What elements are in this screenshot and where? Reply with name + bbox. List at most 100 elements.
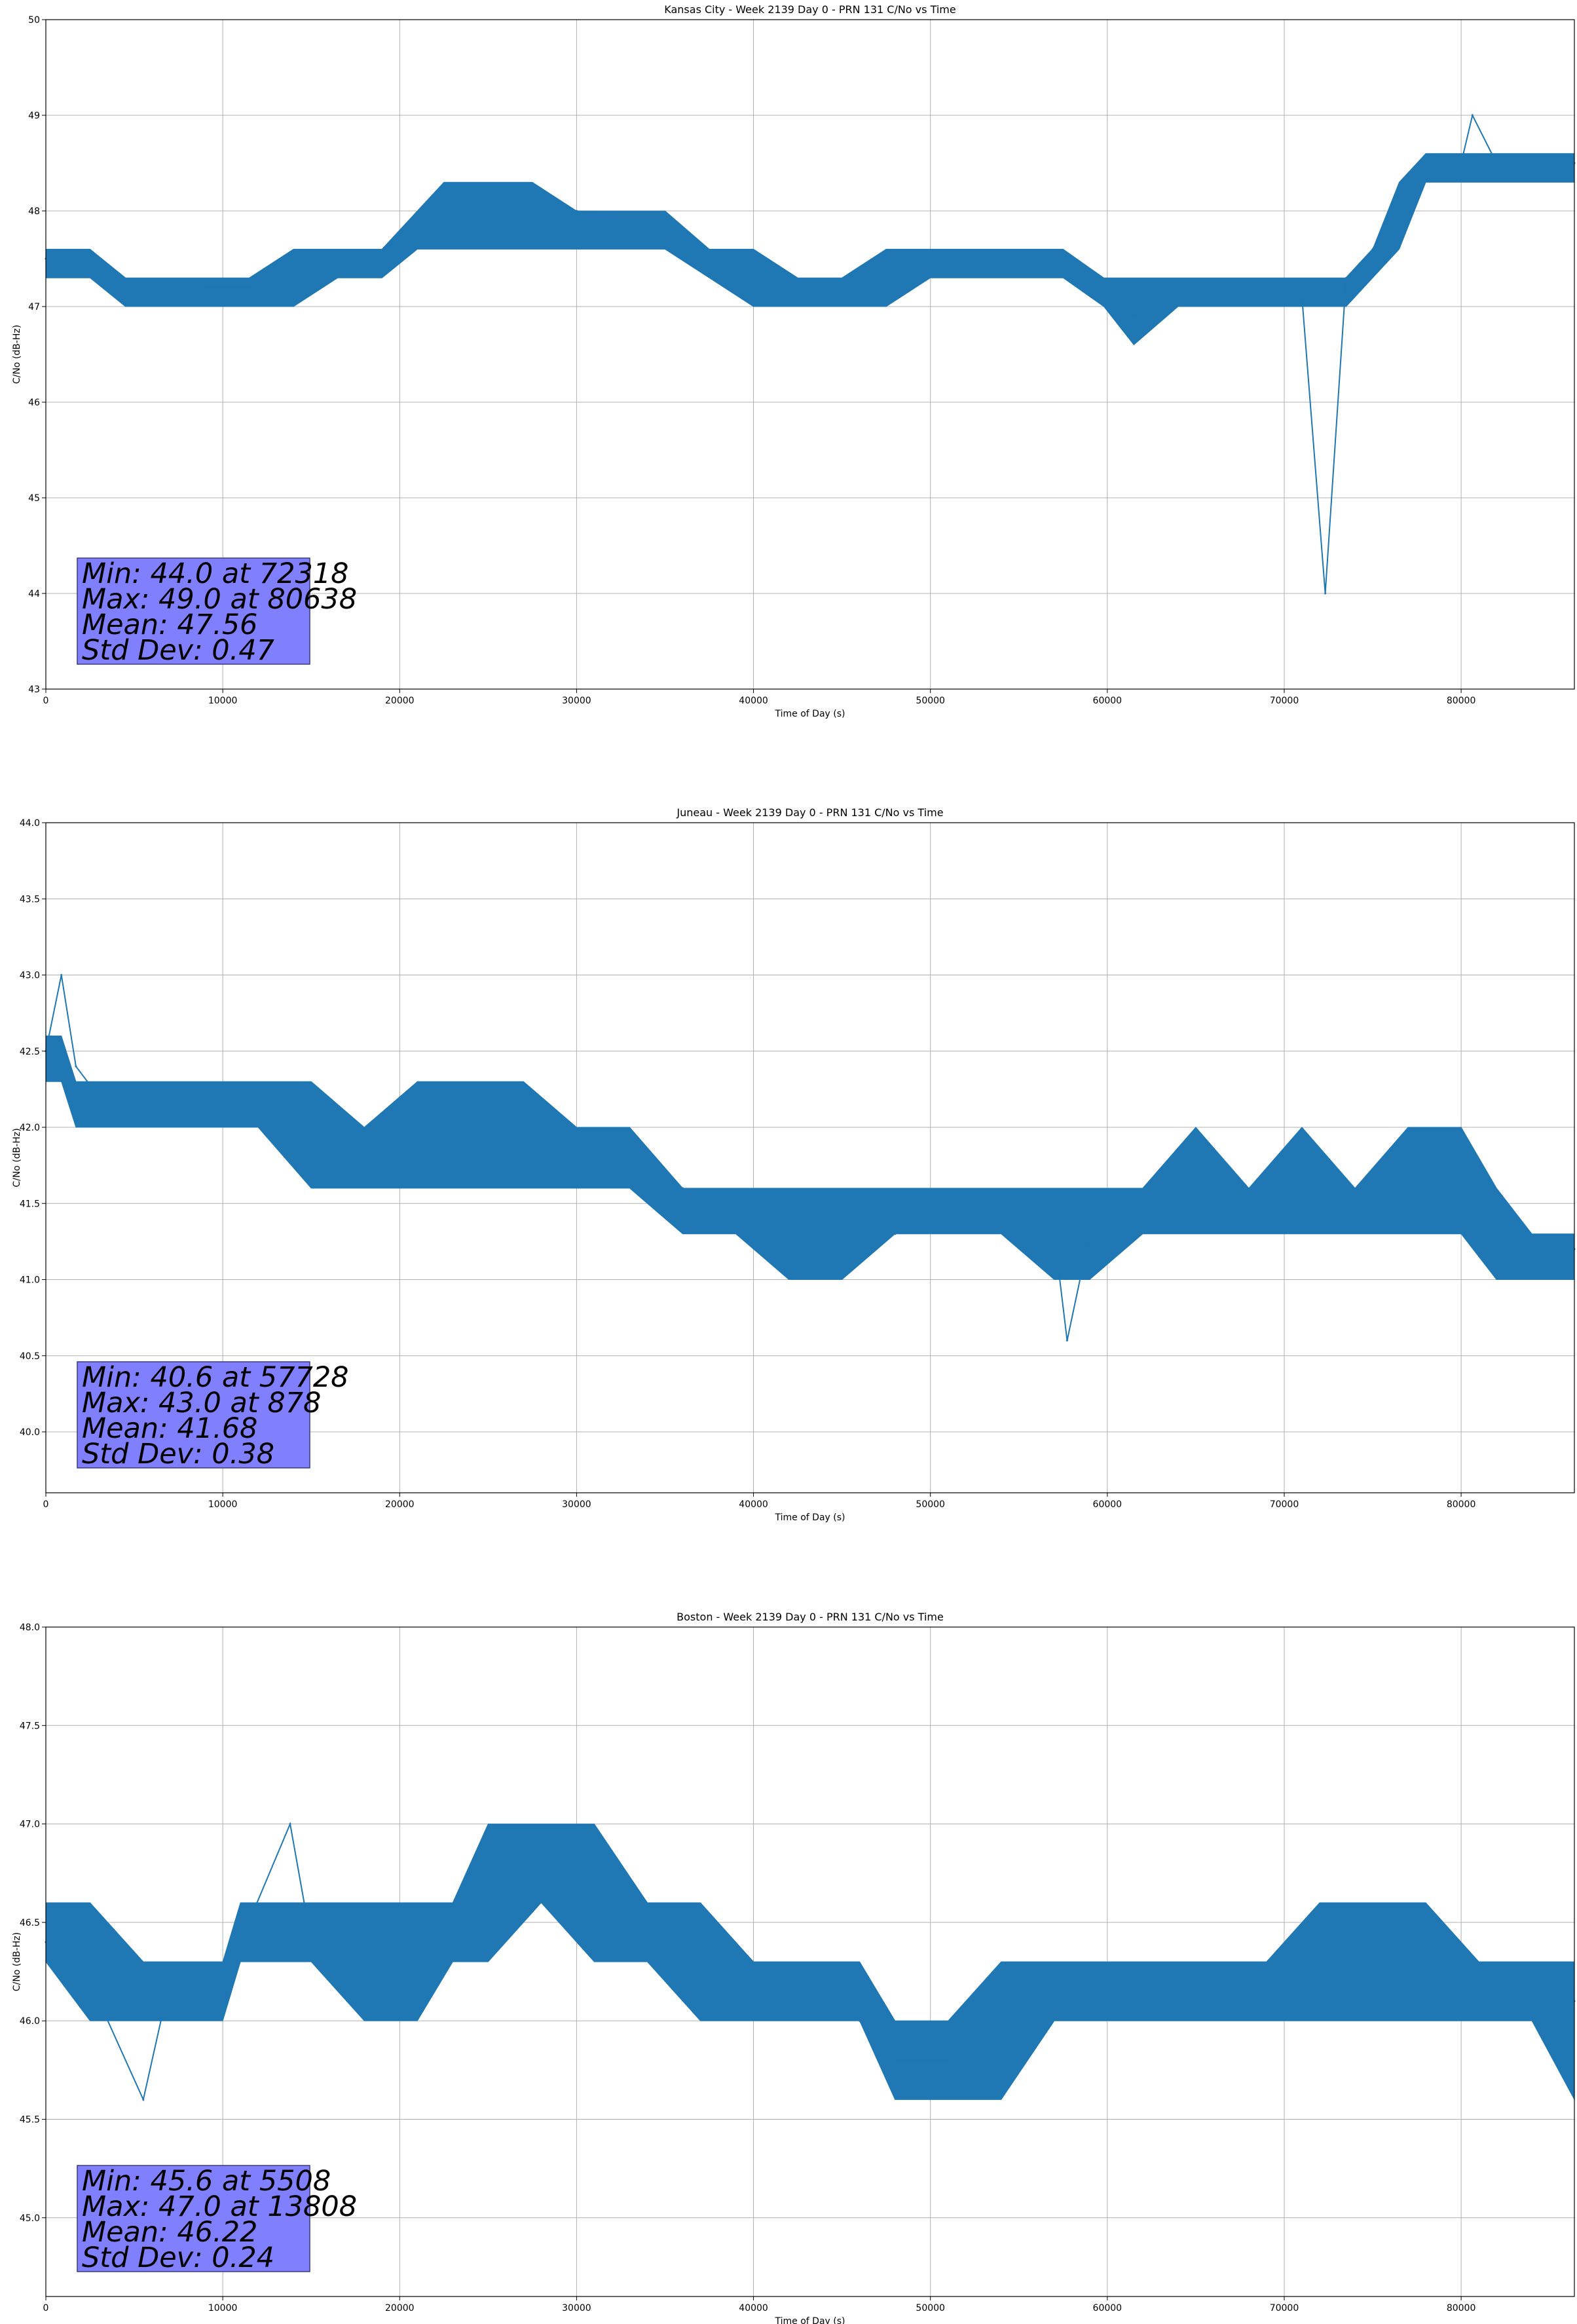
data-point bbox=[929, 267, 932, 270]
x-tick-label: 80000 bbox=[1447, 696, 1476, 706]
y-tick-label: 48.0 bbox=[20, 1622, 40, 1633]
series-line bbox=[45, 113, 1574, 594]
data-point bbox=[1460, 162, 1462, 164]
data-point bbox=[894, 2059, 897, 2061]
data-point bbox=[947, 2059, 950, 2061]
data-point bbox=[1018, 257, 1020, 260]
x-tick-label: 50000 bbox=[916, 1499, 945, 1510]
chart-panel-3: 0 10000 20000 30000 40000 50000 60000 70000 8000… bbox=[12, 1611, 1576, 2324]
data-point bbox=[160, 295, 162, 298]
y-axis: 45.0 45.5 46.0 46.5 47.0 47.5 48.0 bbox=[20, 1622, 46, 2224]
y-tick-label: 49 bbox=[28, 111, 40, 121]
data-point bbox=[788, 1233, 790, 1235]
data-point bbox=[1212, 1980, 1215, 1983]
data-point bbox=[292, 276, 295, 279]
data-point bbox=[98, 1096, 100, 1098]
data-point bbox=[416, 229, 418, 231]
data-point bbox=[1265, 1980, 1268, 1983]
data-point bbox=[60, 974, 63, 976]
y-tick-label: 46.5 bbox=[20, 1918, 40, 1928]
data-point bbox=[89, 1980, 92, 1983]
data-point bbox=[168, 1980, 171, 1983]
stats-max: Max: 47.0 at 13808 bbox=[82, 2190, 357, 2223]
data-point bbox=[89, 267, 92, 270]
data-point bbox=[1407, 1187, 1409, 1190]
x-tick-label: 40000 bbox=[739, 1499, 768, 1510]
data-point bbox=[142, 2098, 145, 2101]
x-axis-label: Time of Day (s) bbox=[775, 709, 845, 719]
data-point bbox=[1132, 315, 1135, 318]
data-point bbox=[575, 210, 578, 212]
x-tick-label: 30000 bbox=[562, 696, 591, 706]
x-tick-label: 0 bbox=[43, 2303, 49, 2314]
data-point bbox=[947, 1218, 950, 1220]
data-point bbox=[1301, 295, 1303, 298]
data-point bbox=[1102, 286, 1105, 289]
data-point bbox=[75, 1065, 77, 1068]
y-tick-label: 46.0 bbox=[20, 2016, 40, 2027]
data-point bbox=[1066, 1340, 1068, 1341]
y-tick-label: 41.0 bbox=[20, 1275, 40, 1286]
data-point bbox=[1424, 1960, 1427, 1963]
y-axis: 40.0 40.5 41.0 41.5 42.0 42.5 43.0 43.5 44.0 bbox=[20, 818, 46, 1438]
x-axis: 0 10000 20000 30000 40000 50000 60000 70000 8000… bbox=[43, 689, 1476, 706]
data-point bbox=[1141, 1202, 1144, 1205]
data-point bbox=[1495, 1248, 1498, 1250]
data-point bbox=[806, 2000, 808, 2002]
series-band bbox=[45, 153, 1575, 346]
x-tick-label: 80000 bbox=[1447, 2303, 1476, 2314]
data-point bbox=[540, 1862, 542, 1865]
x-tick-label: 70000 bbox=[1270, 1499, 1299, 1510]
data-point bbox=[1477, 1980, 1480, 1983]
x-tick-label: 40000 bbox=[739, 2303, 768, 2314]
series-band bbox=[45, 1036, 1575, 1280]
data-point bbox=[894, 1233, 897, 1235]
series-line bbox=[45, 975, 1575, 1341]
data-point bbox=[973, 257, 976, 260]
x-axis: 0 10000 20000 30000 40000 50000 60000 70000 8000… bbox=[43, 2296, 1476, 2314]
y-tick-label: 46 bbox=[28, 398, 40, 408]
data-point bbox=[646, 1921, 648, 1924]
data-point bbox=[363, 1157, 365, 1159]
data-point bbox=[380, 257, 383, 260]
data-point bbox=[337, 267, 339, 270]
stats-max: Max: 49.0 at 80638 bbox=[82, 583, 357, 616]
data-point bbox=[416, 1141, 418, 1144]
stats-mean: Mean: 41.68 bbox=[82, 1412, 257, 1445]
y-axis: 43 44 45 46 47 48 49 50 bbox=[28, 15, 46, 695]
y-tick-label: 41.5 bbox=[20, 1199, 40, 1209]
chart-title: Juneau - Week 2139 Day 0 - PRN 131 C/No … bbox=[676, 806, 943, 819]
y-tick-label: 45 bbox=[28, 493, 40, 504]
data-point bbox=[469, 1126, 472, 1129]
data-point bbox=[1301, 1187, 1303, 1190]
data-point bbox=[204, 286, 206, 289]
x-axis: 0 10000 20000 30000 40000 50000 60000 70000 8000… bbox=[43, 1493, 1475, 1510]
y-tick-label: 40.5 bbox=[20, 1351, 40, 1362]
x-tick-label: 70000 bbox=[1270, 696, 1299, 706]
data-point bbox=[796, 286, 799, 289]
x-tick-label: 30000 bbox=[562, 1499, 591, 1510]
x-tick-label: 10000 bbox=[208, 2303, 238, 2314]
data-point bbox=[885, 286, 887, 289]
x-tick-label: 20000 bbox=[385, 696, 415, 706]
series-band bbox=[45, 1824, 1575, 2100]
stats-max: Max: 43.0 at 878 bbox=[82, 1387, 321, 1419]
data-point bbox=[1424, 172, 1427, 174]
data-point bbox=[1000, 2039, 1003, 2042]
series-points bbox=[45, 974, 1576, 1341]
data-point bbox=[221, 2000, 224, 2002]
data-point bbox=[248, 286, 251, 289]
data-point bbox=[1106, 1980, 1109, 1983]
data-point bbox=[1265, 295, 1268, 298]
data-point bbox=[257, 1096, 259, 1098]
y-tick-label: 48 bbox=[28, 206, 40, 217]
data-point bbox=[1159, 1980, 1162, 1983]
data-point bbox=[124, 286, 127, 289]
data-point bbox=[1371, 248, 1374, 250]
stats-box-background bbox=[77, 557, 310, 665]
y-tick-label: 47 bbox=[28, 302, 40, 312]
data-point bbox=[1495, 162, 1498, 164]
data-point bbox=[1221, 295, 1223, 298]
